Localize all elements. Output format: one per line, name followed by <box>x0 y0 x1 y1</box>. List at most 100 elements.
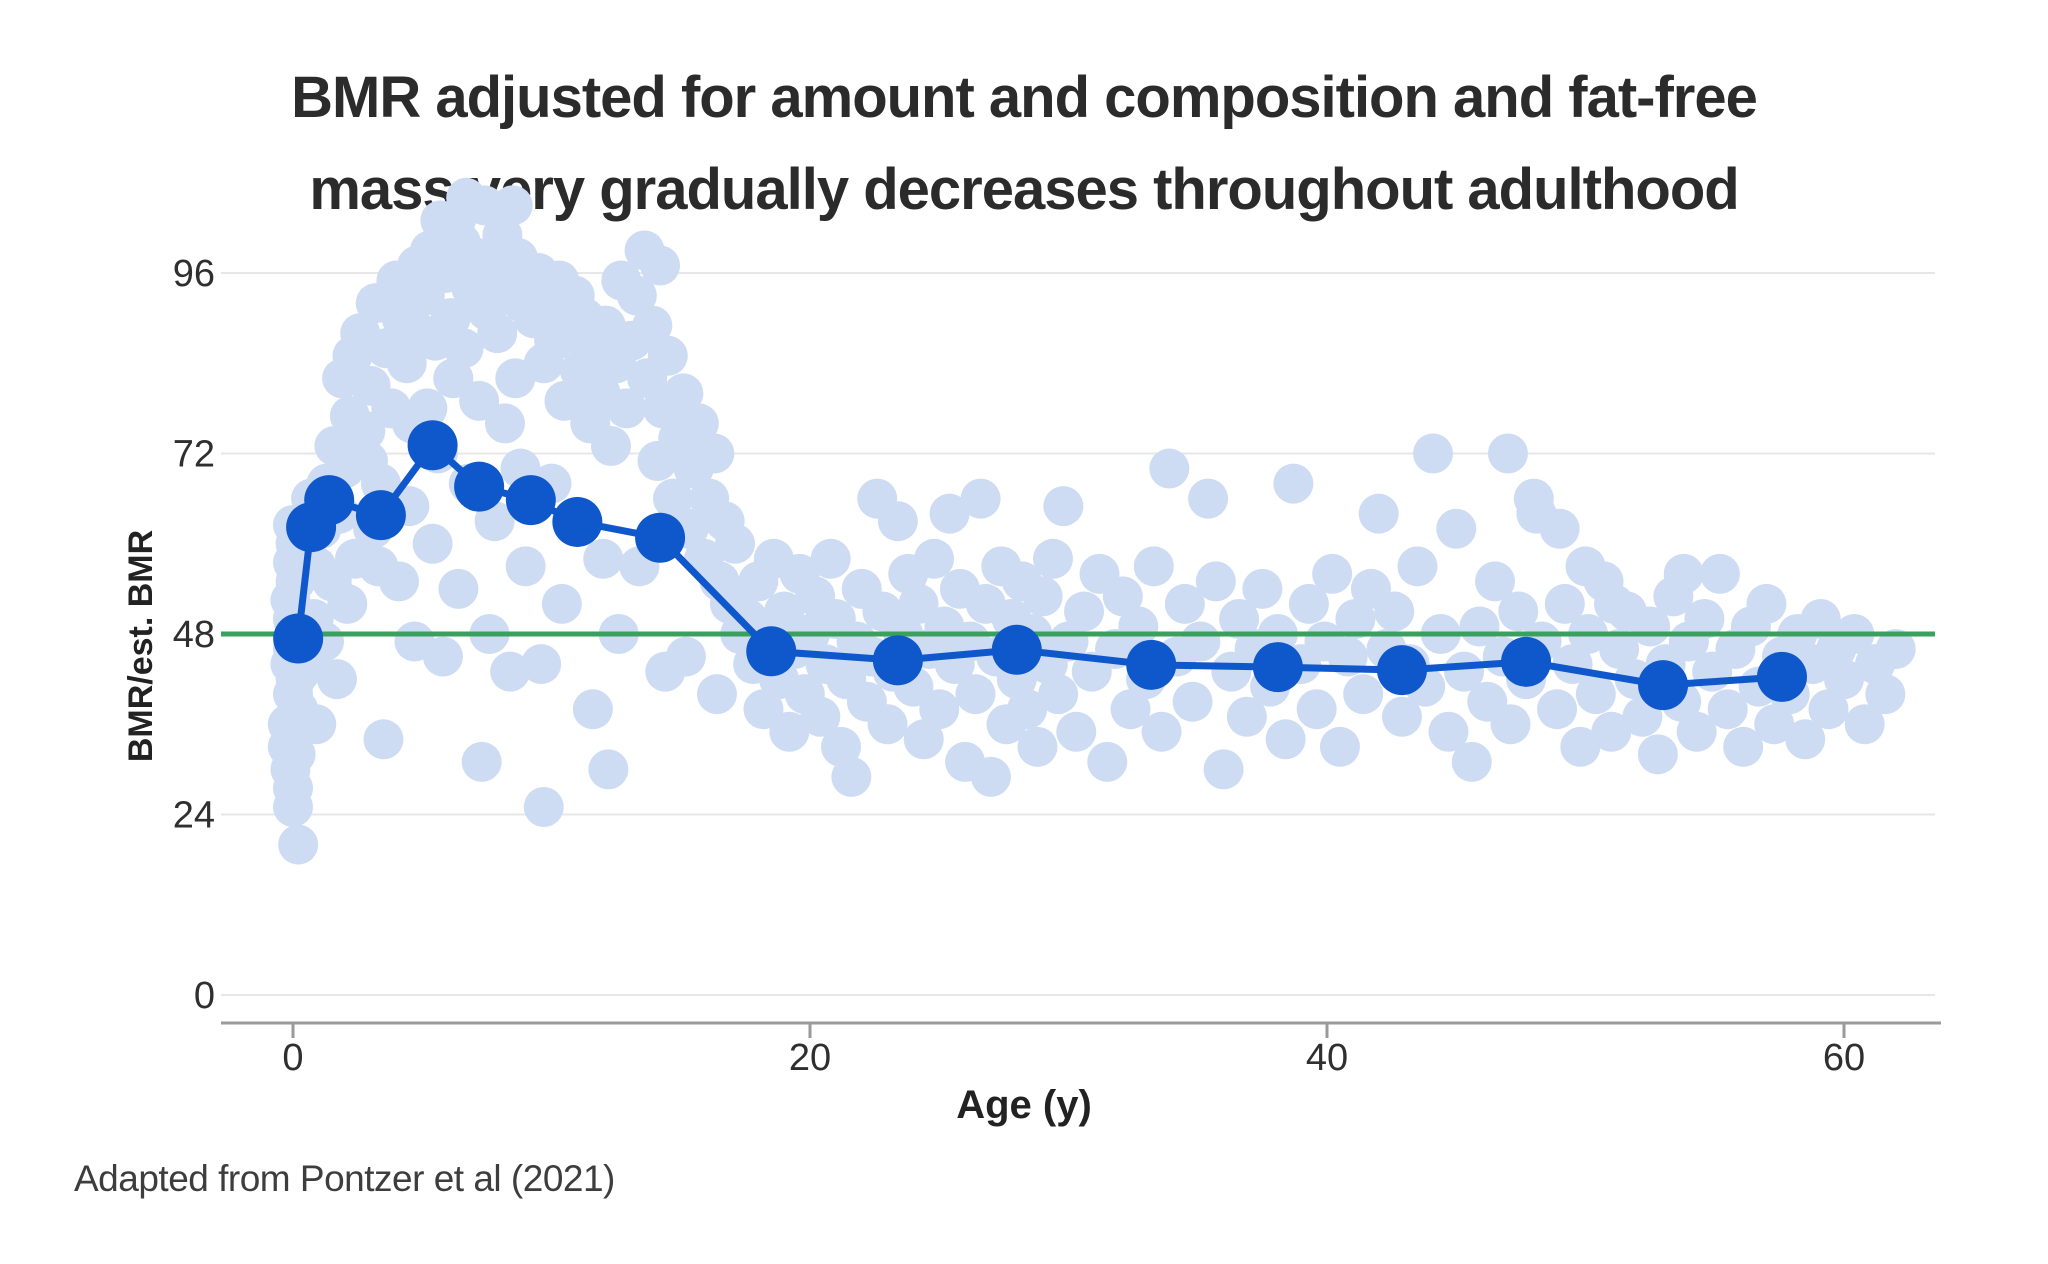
scatter-point <box>461 741 502 782</box>
scatter-point <box>1808 689 1849 730</box>
scatter-point <box>1699 553 1740 594</box>
scatter-point <box>1043 486 1084 527</box>
chart-title: BMR adjusted for amount and composition … <box>0 52 2048 236</box>
scatter-point <box>1358 493 1399 534</box>
scatter-point <box>1444 651 1485 692</box>
scatter-point <box>898 583 939 624</box>
scatter-point <box>867 704 908 745</box>
scatter-point <box>1575 674 1616 715</box>
scatter-point <box>606 388 647 429</box>
scatter-point <box>484 403 525 444</box>
scatter-point <box>1141 711 1182 752</box>
scatter-point <box>358 546 399 587</box>
scatter-point <box>694 433 735 474</box>
scatter-point <box>1875 629 1916 670</box>
y-tick-label-72: 72 <box>173 434 215 476</box>
scatter-point <box>821 726 862 767</box>
scatter-point <box>363 719 404 760</box>
scatter-point <box>647 335 688 376</box>
trend-point <box>1376 645 1427 696</box>
trend-point <box>1501 636 1552 687</box>
scatter-point <box>696 674 737 715</box>
y-tick-labels: 0 24 48 72 96 <box>173 253 215 1017</box>
scatter-point <box>1296 689 1337 730</box>
scatter-point <box>1188 478 1229 519</box>
trend-markers <box>273 420 1807 711</box>
scatter-point <box>1824 659 1864 700</box>
scatter-point <box>831 756 872 797</box>
scatter-point <box>430 298 471 339</box>
scatter-point <box>640 245 681 286</box>
scatter-point <box>652 478 693 519</box>
scatter-point <box>1723 726 1764 767</box>
scatter-point <box>477 313 518 354</box>
scatter-point <box>1219 598 1260 639</box>
x-tick-labels: 0 20 40 60 <box>282 1037 1865 1079</box>
scatter-point <box>1319 726 1360 767</box>
source-note: Adapted from Pontzer et al (2021) <box>74 1158 615 1199</box>
scatter-point <box>616 275 657 316</box>
scatter-point <box>1490 704 1531 745</box>
scatter-point <box>1226 696 1267 737</box>
scatter-point <box>386 343 427 384</box>
trend-point <box>746 626 797 677</box>
scatter-point <box>1017 726 1058 767</box>
scatter-point <box>877 501 918 542</box>
scatter-point <box>1381 696 1422 737</box>
scatter-point <box>764 591 805 632</box>
scatter-point <box>1412 433 1453 474</box>
scatter-point <box>433 358 474 399</box>
scatter-point <box>523 786 564 827</box>
scatter-point <box>1663 553 1704 594</box>
scatter-point <box>1064 591 1105 632</box>
trend-series <box>273 420 1807 711</box>
scatter-point <box>715 523 756 564</box>
scatter-point <box>743 689 784 730</box>
scatter-point <box>1288 583 1329 624</box>
scatter-point <box>1800 598 1841 639</box>
scatter-point <box>1133 546 1174 587</box>
trend-point <box>872 635 923 686</box>
scatter-point <box>632 305 673 346</box>
scatter-point <box>1273 463 1314 504</box>
scatter-point <box>1599 629 1640 670</box>
chart-title-line-2: mass very gradually decreases throughout… <box>309 157 1739 222</box>
scatter-point <box>541 583 582 624</box>
scatter-point <box>1242 568 1283 609</box>
scatter-point <box>1754 704 1795 745</box>
chart-title-line-1: BMR adjusted for amount and composition … <box>291 65 1758 130</box>
x-tick-label-0: 0 <box>282 1037 303 1079</box>
scatter-point <box>1684 598 1725 639</box>
scatter-point <box>1195 561 1236 602</box>
scatter-point <box>345 410 386 451</box>
scatter-point <box>1087 741 1128 782</box>
scatter-point <box>1844 704 1885 745</box>
x-tick-label-20: 20 <box>789 1037 831 1079</box>
trend-point <box>407 420 458 471</box>
scatter-point <box>970 756 1011 797</box>
scatter-point <box>1865 674 1906 715</box>
scatter-point <box>769 711 810 752</box>
scatter-point <box>327 583 368 624</box>
scatter-point <box>1487 433 1528 474</box>
trend-point <box>1252 642 1303 693</box>
scatter-point <box>1785 719 1826 760</box>
scatter-point <box>1164 583 1205 624</box>
scatter-point <box>1436 508 1477 549</box>
scatter-point <box>347 441 388 482</box>
scatter-point <box>1022 576 1063 617</box>
trend-point <box>1756 651 1807 702</box>
scatter-point <box>521 644 562 685</box>
scatter-point <box>1007 689 1048 730</box>
scatter-point <box>505 546 546 587</box>
scatter-point <box>412 523 453 564</box>
y-tick-label-48: 48 <box>173 614 215 656</box>
x-tick-marks <box>291 1023 1846 1038</box>
scatter-point <box>1746 583 1787 624</box>
scatter-point <box>1591 711 1632 752</box>
x-axis-title: Age (y) <box>956 1083 1092 1127</box>
trend-point <box>304 475 355 526</box>
scatter-point <box>1428 711 1469 752</box>
